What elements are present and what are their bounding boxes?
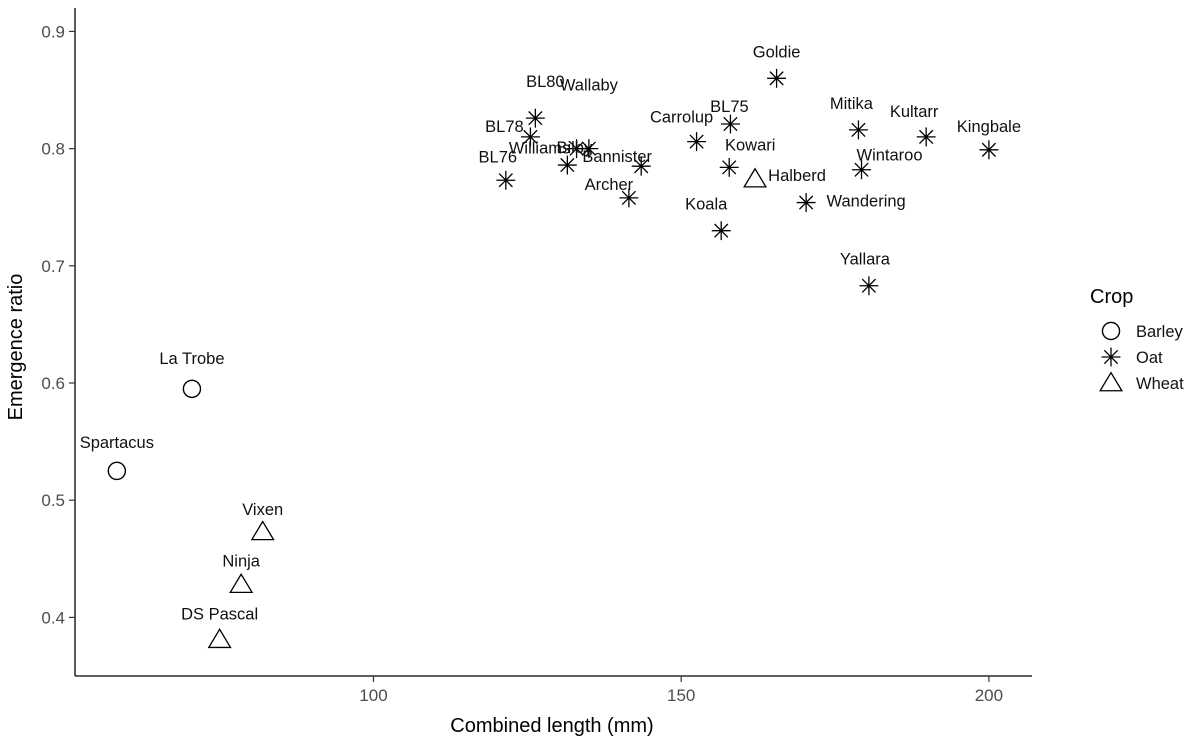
point-vixen <box>250 520 275 541</box>
legend-symbol-wheat <box>1098 371 1124 392</box>
point-label-wandering: Wandering <box>827 193 906 211</box>
y-tick-label: 0.6 <box>41 374 65 393</box>
y-tick-label: 0.9 <box>41 22 65 41</box>
axes: 100 150 200 0.4 0.5 0.6 0.7 0.8 0.9 <box>41 8 1032 705</box>
point-kingbale <box>979 140 999 160</box>
point-label-kingbale: Kingbale <box>957 118 1021 136</box>
x-tick-label: 200 <box>975 686 1003 705</box>
point-ninja <box>229 572 254 594</box>
point-wandering <box>796 193 816 212</box>
point-ds-pascal <box>207 628 232 649</box>
point-label-kowari: Kowari <box>725 136 775 154</box>
point-label-mitika: Mitika <box>830 95 874 113</box>
legend-title: Crop <box>1090 286 1133 308</box>
x-tick-label: 150 <box>667 686 695 705</box>
point-label-la-trobe: La Trobe <box>159 350 224 368</box>
x-axis-title: Combined length (mm) <box>450 715 653 737</box>
point-kowari <box>719 157 739 177</box>
plot-area: La Trobe Spartacus Vixen Ninja DS Pascal Halb… <box>80 43 1021 649</box>
point-la-trobe <box>182 379 202 399</box>
point-label-bl80: BL80 <box>526 73 565 91</box>
point-label-archer: Archer <box>585 176 634 194</box>
point-label-williams: Williams <box>509 140 570 158</box>
point-spartacus <box>107 461 127 481</box>
legend-symbol-oat <box>1101 347 1121 367</box>
point-label-bannister: Bannister <box>582 148 652 166</box>
y-tick-label: 0.7 <box>41 257 65 276</box>
point-label-ds-pascal: DS Pascal <box>181 606 258 624</box>
point-yallara <box>859 276 879 296</box>
point-label-carrolup: Carrolup <box>650 109 713 127</box>
point-label-yallara: Yallara <box>840 251 891 269</box>
legend-label-wheat: Wheat <box>1136 375 1184 393</box>
point-label-bl75: BL75 <box>710 98 749 116</box>
point-label-vixen: Vixen <box>242 501 283 519</box>
point-carrolup <box>687 132 707 152</box>
point-bl76 <box>496 170 516 190</box>
point-label-kultarr: Kultarr <box>890 103 939 121</box>
point-archer <box>619 188 639 208</box>
y-tick-label: 0.4 <box>41 608 65 627</box>
point-bannister <box>631 156 651 176</box>
point-mitika <box>848 120 868 140</box>
point-wintaroo <box>852 160 871 180</box>
x-tick-label: 100 <box>359 686 387 705</box>
point-label-koala: Koala <box>685 196 728 214</box>
point-label-goldie: Goldie <box>753 43 801 61</box>
point-wallaby <box>579 139 599 159</box>
y-tick-label: 0.8 <box>41 140 65 159</box>
point-label-spartacus: Spartacus <box>80 434 154 452</box>
point-bl80 <box>525 108 545 128</box>
point-label-bl76: BL76 <box>479 148 518 166</box>
point-bl78 <box>520 127 540 147</box>
legend: Crop Barley Oat Wheat <box>1090 286 1184 393</box>
y-tick-label: 0.5 <box>41 491 65 510</box>
point-label-ninja: Ninja <box>222 553 260 571</box>
point-bilby <box>557 155 577 175</box>
point-label-halberd: Halberd <box>768 167 826 185</box>
point-goldie <box>767 68 787 88</box>
point-bl75 <box>720 114 740 134</box>
point-kultarr <box>916 127 936 147</box>
point-label-bl78: BL78 <box>485 118 524 136</box>
legend-label-oat: Oat <box>1136 349 1163 367</box>
legend-symbol-barley <box>1101 321 1121 341</box>
legend-label-barley: Barley <box>1136 323 1184 341</box>
point-label-wintaroo: Wintaroo <box>857 147 923 165</box>
point-label-wallaby: Wallaby <box>560 77 619 95</box>
y-axis-title: Emergence ratio <box>5 274 27 421</box>
point-halberd <box>743 167 768 188</box>
point-koala <box>711 221 731 241</box>
